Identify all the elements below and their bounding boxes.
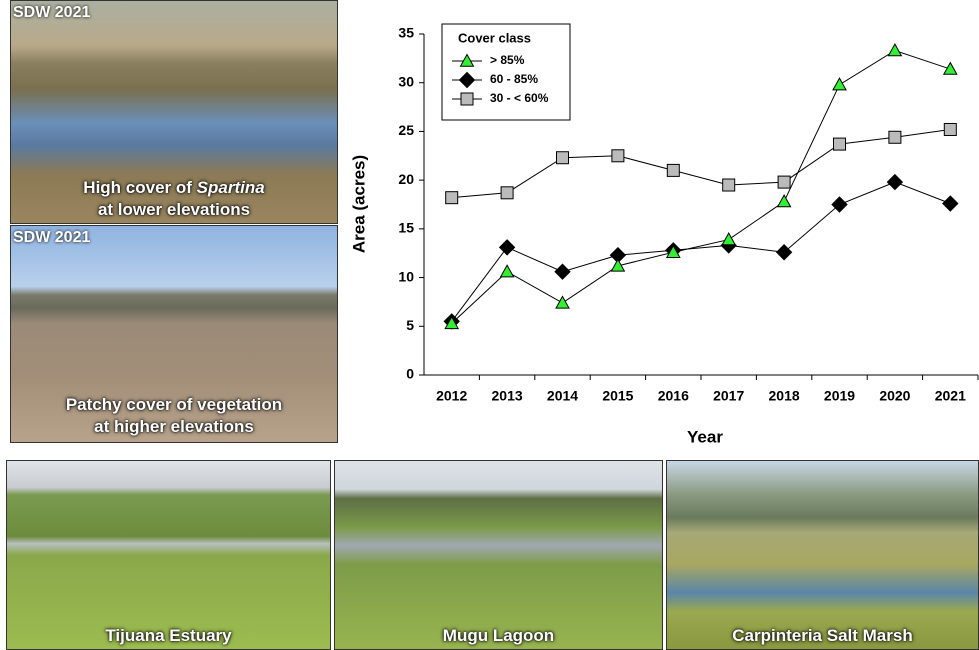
series-line xyxy=(451,181,951,322)
marker xyxy=(775,244,793,261)
marker xyxy=(886,173,904,191)
caption-text: High cover of xyxy=(83,178,197,197)
marker xyxy=(459,53,475,67)
caption-text: Patchy cover of vegetation xyxy=(65,395,283,414)
photo: SDW 2021 Patchy cover of vegetation at hi… xyxy=(10,225,338,443)
marker xyxy=(445,191,459,205)
marker xyxy=(776,194,792,208)
y-tick-label: 25 xyxy=(398,122,414,138)
series-line xyxy=(451,50,951,324)
marker xyxy=(887,43,903,57)
marker xyxy=(555,295,570,309)
chart: Area (acres) Year 0 5 10 15 20 25 30 35 2012 2013… xyxy=(349,23,979,446)
marker xyxy=(942,61,958,75)
y-tick-label: 35 xyxy=(398,25,414,41)
marker xyxy=(722,178,736,192)
photo-caption: Tijuana Estuary xyxy=(105,626,232,645)
photo-caption: High cover of Spartina at lower elevation… xyxy=(11,177,337,221)
x-tick-label: 2013 xyxy=(492,388,523,404)
marker xyxy=(556,151,569,165)
marker xyxy=(611,149,625,163)
series-line xyxy=(451,128,951,199)
photo-tag: SDW 2021 xyxy=(13,4,91,21)
marker xyxy=(666,163,680,177)
y-tick-label: 15 xyxy=(398,220,414,236)
x-tick-label: 2014 xyxy=(547,388,578,404)
marker xyxy=(833,137,846,151)
y-tick-label: 20 xyxy=(398,171,414,187)
photo-caption: Patchy cover of vegetation at higher elev… xyxy=(11,394,337,438)
x-tick-label: 2020 xyxy=(879,388,910,404)
marker xyxy=(500,186,514,200)
marker xyxy=(943,122,957,136)
caption-text: at lower elevations xyxy=(97,200,251,219)
marker xyxy=(832,77,847,91)
y-axis-label: Area (acres) xyxy=(349,155,368,253)
marker xyxy=(499,264,515,278)
marker xyxy=(942,195,959,212)
x-tick-label: 2017 xyxy=(713,388,744,404)
photo-caption: Mugu Lagoon xyxy=(442,626,555,645)
photo: Tijuana Estuary xyxy=(6,460,331,650)
legend-label: 30 - < 60% xyxy=(490,91,549,105)
marker xyxy=(444,315,460,330)
x-axis-label: Year xyxy=(687,427,723,446)
caption-italic: Spartina xyxy=(196,178,265,197)
x-tick-label: 2012 xyxy=(436,388,467,404)
y-tick-label: 10 xyxy=(398,268,414,284)
photo: Mugu Lagoon xyxy=(334,460,663,650)
marker xyxy=(554,263,571,280)
marker xyxy=(458,71,476,89)
photo: Carpinteria Salt Marsh xyxy=(666,460,979,650)
y-tick-label: 30 xyxy=(398,73,414,89)
legend-title: Cover class xyxy=(458,30,531,45)
caption-text: at higher elevations xyxy=(94,417,254,436)
photo: SDW 2021 High cover of Spartina at lower … xyxy=(10,0,338,224)
x-tick-label: 2015 xyxy=(602,388,633,404)
marker xyxy=(460,92,474,106)
photo-caption: Carpinteria Salt Marsh xyxy=(732,626,913,645)
x-tick-label: 2021 xyxy=(935,388,966,404)
marker xyxy=(610,258,626,272)
y-tick-label: 0 xyxy=(406,366,414,382)
marker xyxy=(498,239,516,256)
y-tick-label: 5 xyxy=(406,317,414,333)
marker xyxy=(831,196,848,213)
marker xyxy=(888,130,902,144)
x-tick-label: 2018 xyxy=(769,388,800,404)
marker xyxy=(777,175,791,189)
marker xyxy=(665,244,681,258)
x-tick-label: 2019 xyxy=(824,388,855,404)
photo-tag: SDW 2021 xyxy=(13,229,91,246)
marker xyxy=(721,232,737,246)
legend-label: > 85% xyxy=(490,53,525,67)
legend-label: 60 - 85% xyxy=(490,72,538,86)
x-tick-label: 2016 xyxy=(658,388,689,404)
